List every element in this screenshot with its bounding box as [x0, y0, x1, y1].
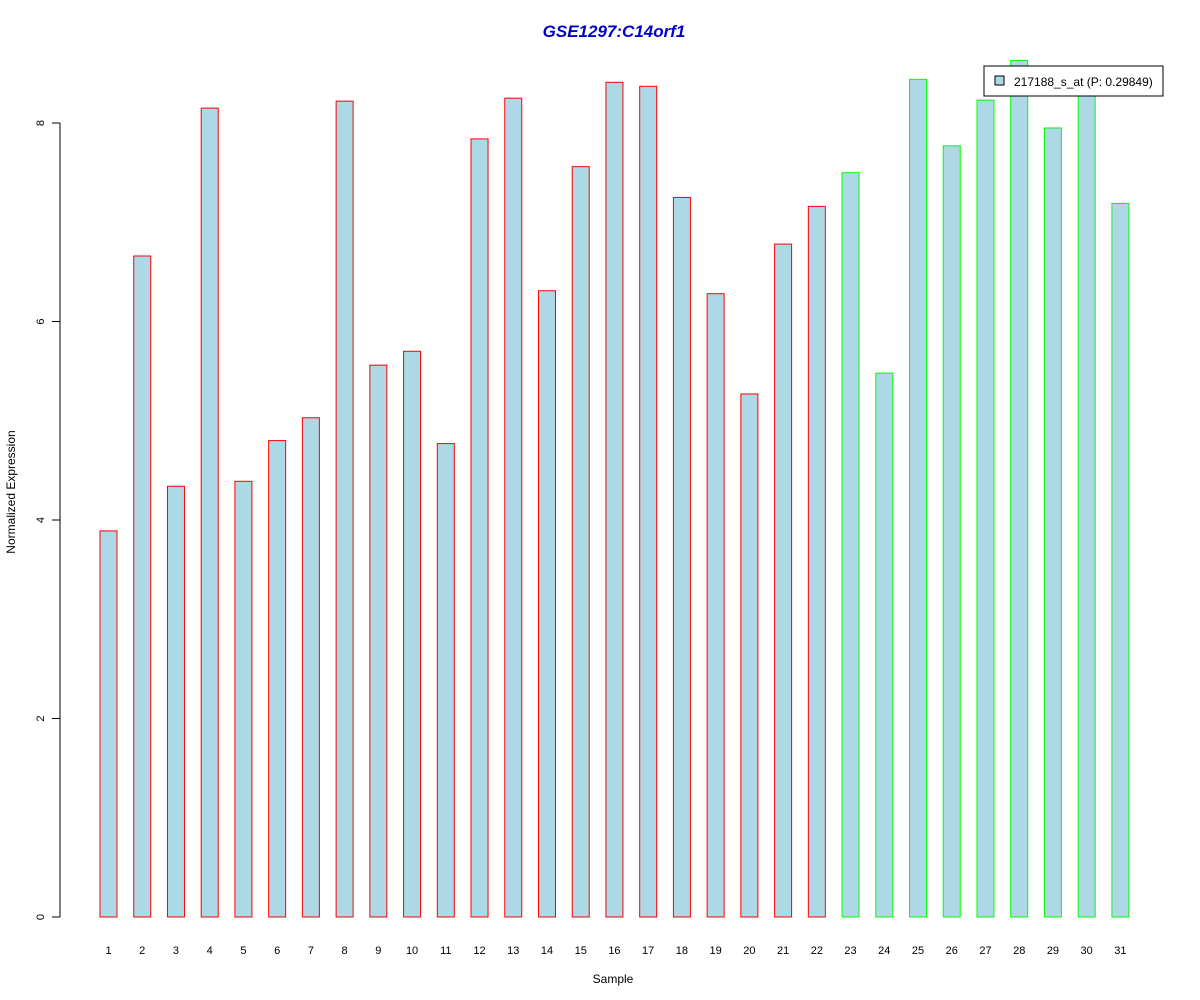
legend: 217188_s_at (P: 0.29849)	[983, 65, 1164, 97]
x-tick-label: 13	[507, 945, 519, 957]
x-tick-label: 3	[173, 945, 179, 957]
bar-sample-31	[1111, 202, 1130, 918]
bar-sample-15	[571, 166, 590, 918]
x-tick-label: 23	[844, 945, 856, 957]
bar-sample-10	[403, 350, 422, 918]
legend-entry-label: 217188_s_at (P: 0.29849)	[1014, 75, 1153, 89]
x-tick-label: 25	[912, 945, 924, 957]
x-tick-label: 27	[979, 945, 991, 957]
bar-sample-30	[1077, 92, 1096, 918]
bar-sample-26	[942, 145, 961, 918]
x-tick-label: 6	[274, 945, 280, 957]
y-tick-label: 2	[35, 715, 47, 721]
x-tick-label: 9	[375, 945, 381, 957]
bar-sample-27	[976, 99, 995, 918]
y-tick-label: 0	[35, 914, 47, 920]
x-tick-label: 8	[342, 945, 348, 957]
x-tick-label: 4	[207, 945, 213, 957]
x-tick-label: 22	[811, 945, 823, 957]
x-tick-label: 1	[105, 945, 111, 957]
bar-sample-23	[841, 172, 860, 918]
bar-sample-24	[875, 372, 894, 918]
bar-sample-12	[470, 138, 489, 918]
bar-sample-25	[909, 78, 928, 918]
y-tick-label: 8	[35, 120, 47, 126]
x-tick-label: 31	[1114, 945, 1126, 957]
bar-sample-1	[99, 530, 118, 918]
x-tick-label: 15	[575, 945, 587, 957]
x-tick-label: 30	[1081, 945, 1093, 957]
x-tick-label: 16	[608, 945, 620, 957]
x-tick-label: 24	[878, 945, 890, 957]
y-axis-label: Normalized Expression	[4, 430, 18, 553]
chart-title: GSE1297:C14orf1	[543, 22, 686, 41]
x-tick-label: 29	[1047, 945, 1059, 957]
x-tick-labels: 1 2 3 4 5 6 7 8 9 10 11 12 13 14 15 16 17 18 19 20 21 22 23 24 2…	[105, 945, 1126, 957]
bar-sample-13	[504, 97, 523, 918]
bar-sample-21	[774, 243, 793, 918]
x-tick-label: 18	[676, 945, 688, 957]
legend-box	[983, 65, 1164, 97]
x-tick-label: 7	[308, 945, 314, 957]
x-axis-label: Sample	[593, 972, 634, 986]
bar-sample-4	[200, 107, 219, 918]
x-tick-label: 19	[710, 945, 722, 957]
x-tick-label: 5	[240, 945, 246, 957]
x-tick-label: 26	[946, 945, 958, 957]
y-axis: 0 2 4 6 8	[35, 120, 61, 920]
bar-sample-5	[234, 480, 253, 918]
x-tick-label: 21	[777, 945, 789, 957]
x-tick-label: 17	[642, 945, 654, 957]
y-tick-label: 4	[35, 517, 47, 523]
legend-swatch	[994, 75, 1005, 86]
bar-sample-6	[268, 440, 287, 918]
bar-sample-19	[706, 293, 725, 918]
bar-sample-16	[605, 81, 624, 918]
bar-sample-18	[672, 196, 691, 918]
bar-sample-20	[740, 393, 759, 918]
bar-sample-9	[369, 364, 388, 918]
bar-sample-8	[335, 100, 354, 918]
bar-sample-11	[436, 443, 455, 918]
bar-sample-28	[1010, 59, 1029, 918]
bar-sample-29	[1043, 127, 1062, 918]
x-tick-label: 28	[1013, 945, 1025, 957]
bar-sample-14	[537, 290, 556, 918]
x-tick-label: 14	[541, 945, 553, 957]
y-tick-label: 6	[35, 318, 47, 324]
bars-group	[99, 59, 1130, 918]
x-tick-label: 2	[139, 945, 145, 957]
bar-sample-22	[807, 205, 826, 918]
bar-sample-7	[301, 417, 320, 918]
bar-sample-3	[166, 485, 185, 918]
x-tick-label: 10	[406, 945, 418, 957]
bar-sample-2	[133, 255, 152, 918]
x-tick-label: 12	[473, 945, 485, 957]
x-tick-label: 20	[743, 945, 755, 957]
x-tick-label: 11	[440, 945, 451, 957]
bar-sample-17	[639, 85, 658, 918]
